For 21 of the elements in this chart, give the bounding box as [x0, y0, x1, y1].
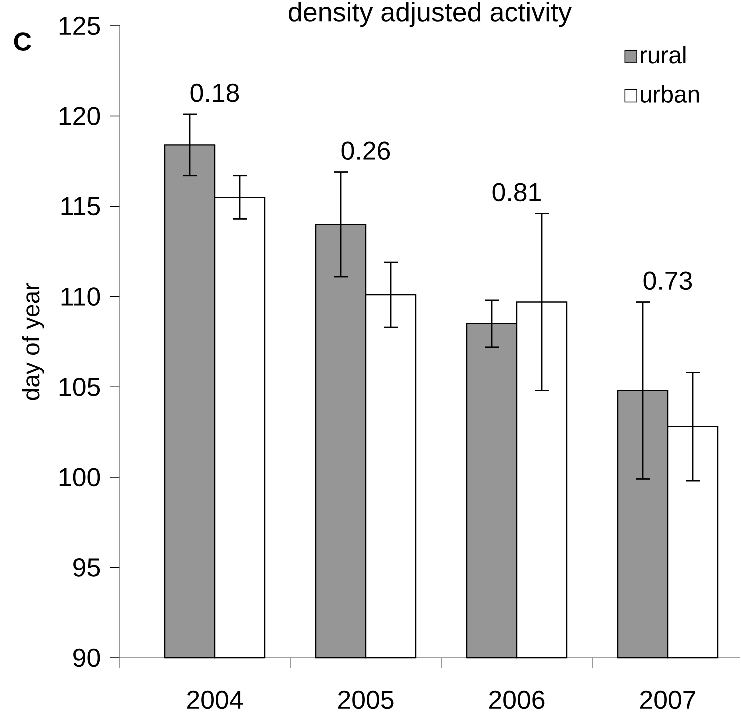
annotation: 0.26 — [342, 142, 390, 160]
y-tick-label: 95 — [74, 558, 100, 577]
legend-label: urban — [641, 85, 700, 103]
legend-label: rural — [641, 46, 686, 64]
chart-title: density adjusted activity — [289, 2, 572, 28]
y-tick-label: 90 — [74, 648, 100, 668]
y-tick-label: 110 — [62, 288, 100, 306]
y-tick-label: 120 — [60, 107, 100, 126]
y-axis-title: day of year — [22, 283, 44, 400]
annotation: 0.73 — [644, 272, 692, 290]
x-tick-label: 2005 — [338, 690, 394, 710]
x-tick-label: 2006 — [489, 690, 545, 710]
y-tick-label: 105 — [60, 378, 100, 396]
text: C — [14, 32, 32, 51]
y-tick-label: 100 — [60, 468, 100, 487]
annotation: 0.81 — [492, 183, 541, 202]
x-tick-label: 2004 — [187, 690, 244, 710]
y-tick-label: 115 — [62, 198, 100, 216]
y-tick-label: 125 — [60, 16, 100, 36]
annotation: 0.18 — [190, 84, 240, 102]
x-tick-label: 2007 — [640, 690, 696, 710]
